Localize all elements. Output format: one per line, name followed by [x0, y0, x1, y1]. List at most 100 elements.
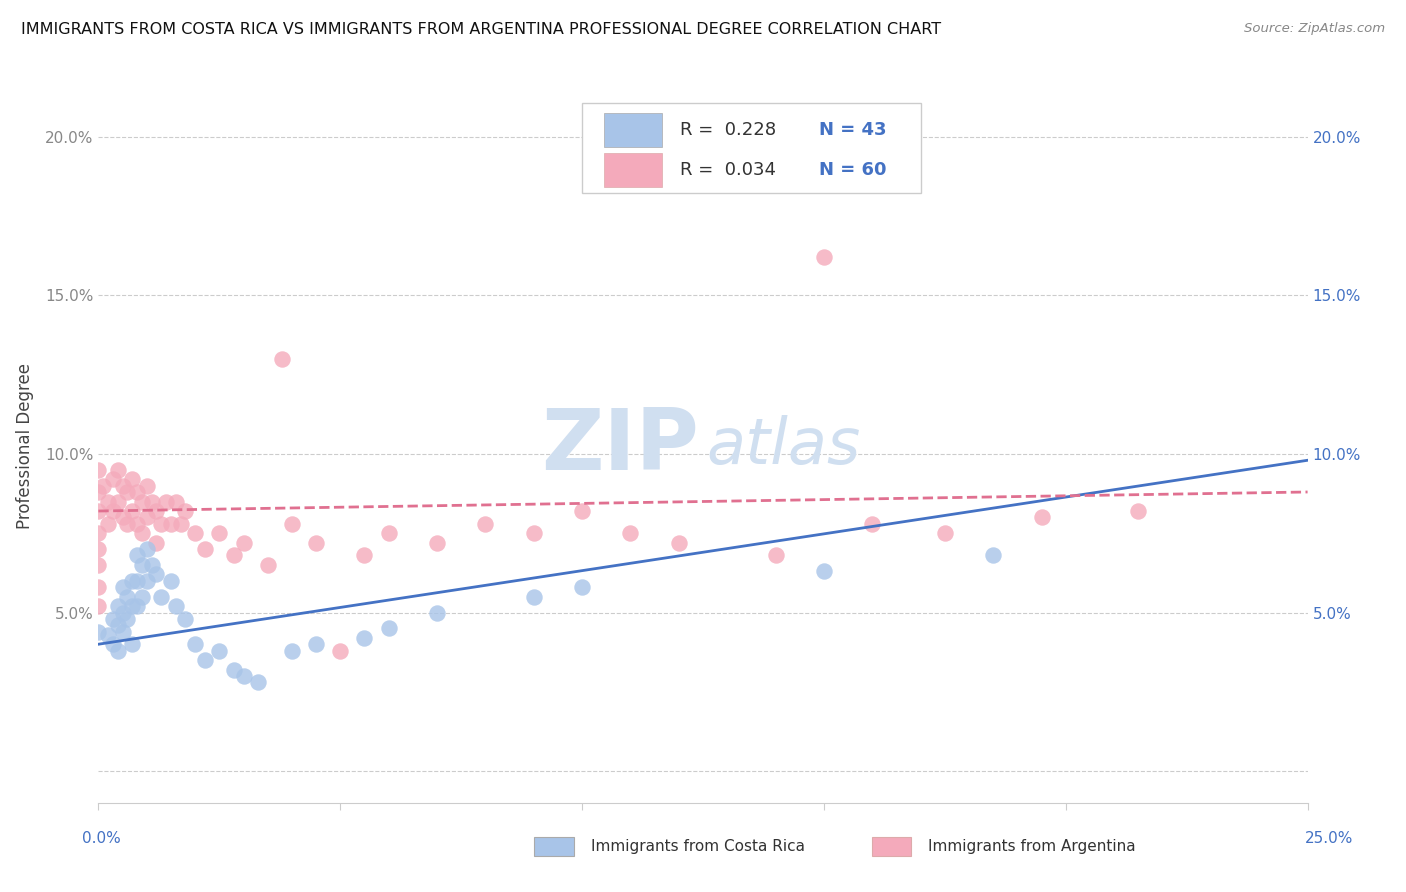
Point	[174, 612, 197, 626]
Point	[87, 558, 110, 572]
Bar	[603, 113, 662, 147]
Point	[127, 549, 149, 563]
Point	[165, 599, 187, 614]
Point	[87, 599, 110, 614]
Point	[281, 516, 304, 531]
Point	[377, 526, 399, 541]
Point	[131, 494, 153, 508]
Point	[117, 612, 139, 626]
Point	[101, 637, 124, 651]
Point	[141, 558, 163, 572]
Text: 0.0%: 0.0%	[82, 831, 121, 846]
Point	[353, 631, 375, 645]
Point	[523, 526, 546, 541]
Text: R =  0.034: R = 0.034	[681, 161, 776, 179]
Point	[194, 542, 217, 557]
Text: atlas: atlas	[707, 415, 860, 477]
Point	[281, 643, 304, 657]
Point	[160, 516, 183, 531]
Point	[87, 504, 110, 518]
FancyBboxPatch shape	[582, 103, 921, 193]
Point	[121, 504, 143, 518]
Point	[87, 542, 110, 557]
Point	[934, 526, 956, 541]
Point	[860, 516, 883, 531]
Point	[174, 504, 197, 518]
Point	[145, 567, 167, 582]
Point	[91, 478, 114, 492]
Text: N = 60: N = 60	[820, 161, 887, 179]
Point	[97, 494, 120, 508]
Point	[121, 574, 143, 588]
Point	[135, 542, 157, 557]
Point	[135, 510, 157, 524]
Bar	[872, 837, 911, 856]
Text: ZIP: ZIP	[541, 404, 699, 488]
Point	[523, 590, 546, 604]
Point	[194, 653, 217, 667]
Point	[117, 516, 139, 531]
Point	[160, 574, 183, 588]
Point	[150, 516, 173, 531]
Point	[131, 558, 153, 572]
Point	[232, 535, 254, 549]
Point	[305, 637, 328, 651]
Point	[271, 351, 294, 366]
Point	[87, 580, 110, 594]
Point	[107, 463, 129, 477]
Point	[813, 564, 835, 578]
Point	[765, 549, 787, 563]
Point	[121, 472, 143, 486]
Point	[121, 599, 143, 614]
Point	[208, 526, 231, 541]
Text: Immigrants from Costa Rica: Immigrants from Costa Rica	[591, 839, 804, 854]
Text: Immigrants from Argentina: Immigrants from Argentina	[928, 839, 1136, 854]
Point	[131, 590, 153, 604]
Text: N = 43: N = 43	[820, 121, 887, 139]
Point	[117, 590, 139, 604]
Point	[87, 463, 110, 477]
Point	[97, 628, 120, 642]
Point	[135, 478, 157, 492]
Point	[571, 580, 593, 594]
Point	[1128, 504, 1150, 518]
Point	[141, 494, 163, 508]
Point	[232, 669, 254, 683]
Point	[165, 494, 187, 508]
Point	[111, 624, 134, 639]
Point	[101, 504, 124, 518]
Point	[668, 535, 690, 549]
Point	[571, 504, 593, 518]
Point	[619, 526, 641, 541]
Point	[169, 516, 191, 531]
Point	[107, 618, 129, 632]
Point	[101, 472, 124, 486]
Point	[107, 599, 129, 614]
Point	[813, 250, 835, 264]
Point	[127, 485, 149, 500]
Point	[107, 494, 129, 508]
Point	[127, 516, 149, 531]
Point	[981, 549, 1004, 563]
Text: 25.0%: 25.0%	[1305, 831, 1353, 846]
Point	[155, 494, 177, 508]
Text: R =  0.228: R = 0.228	[681, 121, 776, 139]
Point	[111, 580, 134, 594]
Y-axis label: Professional Degree: Professional Degree	[15, 363, 34, 529]
Text: Source: ZipAtlas.com: Source: ZipAtlas.com	[1244, 22, 1385, 36]
Point	[426, 606, 449, 620]
Point	[377, 621, 399, 635]
Point	[111, 606, 134, 620]
Point	[353, 549, 375, 563]
Point	[127, 574, 149, 588]
Point	[107, 643, 129, 657]
Text: IMMIGRANTS FROM COSTA RICA VS IMMIGRANTS FROM ARGENTINA PROFESSIONAL DEGREE CORR: IMMIGRANTS FROM COSTA RICA VS IMMIGRANTS…	[21, 22, 941, 37]
Point	[426, 535, 449, 549]
Point	[131, 526, 153, 541]
Bar	[534, 837, 574, 856]
Point	[121, 637, 143, 651]
Point	[145, 535, 167, 549]
Point	[184, 637, 207, 651]
Point	[87, 485, 110, 500]
Point	[150, 590, 173, 604]
